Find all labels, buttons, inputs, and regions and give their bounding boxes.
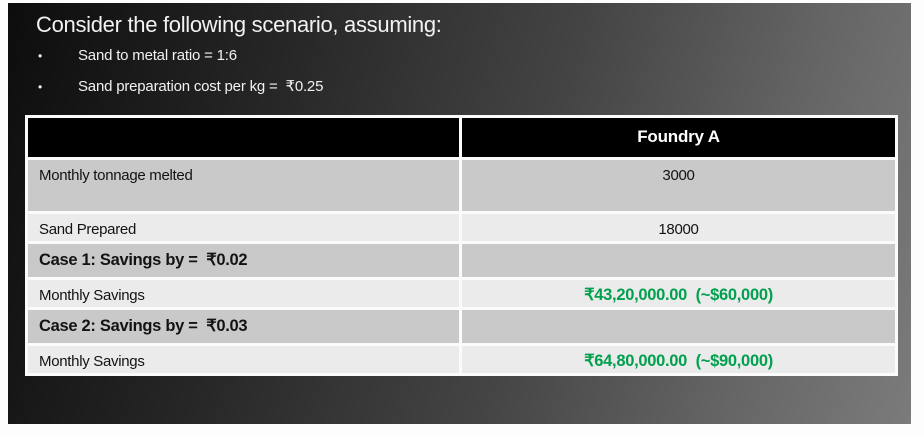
table-row-case-2: Case 2: Savings by = ₹0.03 (28, 310, 895, 343)
row-value-cell: 18000 (462, 214, 895, 241)
row-value-cell (462, 244, 895, 277)
table-row-sand-prepared: Sand Prepared 18000 (28, 214, 895, 241)
table-row-monthly-savings-1: Monthly Savings ₹43,20,000.00 (~$60,000) (28, 280, 895, 307)
bullet-item: • Sand to metal ratio = 1:6 (38, 47, 323, 77)
scenario-table: Foundry A Monthly tonnage melted 3000 Sa… (25, 115, 898, 376)
slide-title: Consider the following scenario, assumin… (36, 12, 442, 37)
table-row-case-1: Case 1: Savings by = ₹0.02 (28, 244, 895, 277)
bullet-list: • Sand to metal ratio = 1:6 • Sand prepa… (38, 47, 323, 107)
row-value-cell-savings: ₹43,20,000.00 (~$60,000) (462, 280, 895, 307)
row-label-cell: Case 2: Savings by = ₹0.03 (28, 310, 459, 343)
bullet-dot-icon: • (38, 49, 43, 63)
bullet-text: Sand preparation cost per kg = ₹0.25 (78, 78, 324, 95)
row-label-cell: Monthly tonnage melted (28, 160, 459, 211)
row-label-cell: Sand Prepared (28, 214, 459, 241)
row-value-cell: 3000 (462, 160, 895, 211)
row-value-cell-savings: ₹64,80,000.00 (~$90,000) (462, 346, 895, 373)
table-header-cell-foundry-a: Foundry A (462, 118, 895, 157)
bullet-text: Sand to metal ratio = 1:6 (78, 47, 237, 64)
row-label-cell: Monthly Savings (28, 280, 459, 307)
slide: Consider the following scenario, assumin… (8, 3, 911, 424)
row-label-cell: Case 1: Savings by = ₹0.02 (28, 244, 459, 277)
bullet-item: • Sand preparation cost per kg = ₹0.25 (38, 77, 323, 107)
bullet-dot-icon: • (38, 80, 43, 94)
table-header-row: Foundry A (28, 118, 895, 157)
row-label-cell: Monthly Savings (28, 346, 459, 373)
row-value-cell (462, 310, 895, 343)
table-header-cell-blank (28, 118, 459, 157)
table-row-monthly-savings-2: Monthly Savings ₹64,80,000.00 (~$90,000) (28, 346, 895, 373)
table-row-monthly-tonnage: Monthly tonnage melted 3000 (28, 160, 895, 211)
